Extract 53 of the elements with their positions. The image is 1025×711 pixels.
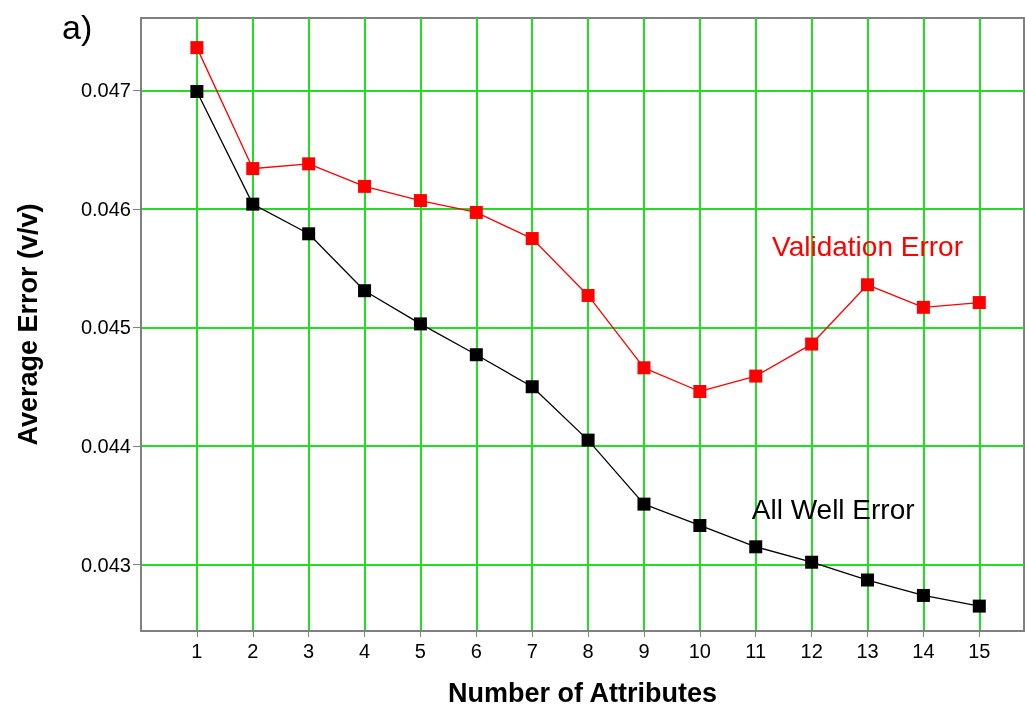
x-tick-label: 9 — [638, 640, 650, 662]
point — [525, 380, 539, 394]
point — [805, 555, 819, 569]
point — [358, 284, 372, 298]
point — [972, 599, 986, 613]
point — [525, 232, 539, 246]
x-tick-label: 2 — [247, 640, 259, 662]
point — [749, 369, 763, 383]
x-tick-label: 1 — [191, 640, 203, 662]
x-tick-label: 3 — [303, 640, 315, 662]
y-tick-label: 0.046 — [80, 197, 131, 220]
x-tick-label: 6 — [470, 640, 482, 662]
point — [861, 278, 875, 292]
y-tick-label: 0.047 — [80, 79, 131, 102]
point — [302, 227, 316, 241]
point — [246, 197, 260, 211]
x-tick-label: 13 — [856, 640, 879, 662]
point — [190, 41, 204, 55]
point — [861, 573, 875, 587]
point — [805, 337, 819, 351]
x-tick-label: 14 — [912, 640, 935, 662]
point — [190, 85, 204, 99]
y-tick-label: 0.045 — [80, 316, 131, 339]
point — [358, 179, 372, 193]
x-tick-label: 12 — [800, 640, 823, 662]
point — [972, 296, 986, 310]
point — [916, 588, 930, 602]
x-tick-label: 10 — [688, 640, 711, 662]
x-tick-label: 11 — [745, 640, 767, 662]
point — [302, 157, 316, 171]
x-tick-label: 4 — [358, 640, 371, 662]
x-tick-label: 8 — [582, 640, 594, 662]
point — [469, 205, 483, 219]
x-tick-label: 7 — [526, 640, 538, 662]
point — [581, 288, 595, 302]
y-tick-label: 0.043 — [80, 553, 131, 576]
x-axis-title: Number of Attributes — [448, 677, 717, 708]
point — [413, 194, 427, 208]
text: a) — [62, 8, 93, 46]
point — [246, 162, 260, 176]
point — [413, 317, 427, 331]
point — [916, 300, 930, 314]
y-axis-title: Average Error (v/v) — [12, 203, 43, 446]
point — [581, 433, 595, 447]
point — [637, 361, 651, 375]
point — [693, 384, 707, 398]
point — [749, 540, 763, 554]
x-tick-label: 15 — [968, 640, 991, 662]
x-tick-label: 5 — [414, 640, 426, 662]
point — [637, 497, 651, 511]
y-tick-label: 0.044 — [80, 435, 131, 458]
point — [469, 348, 483, 362]
point — [693, 518, 707, 532]
